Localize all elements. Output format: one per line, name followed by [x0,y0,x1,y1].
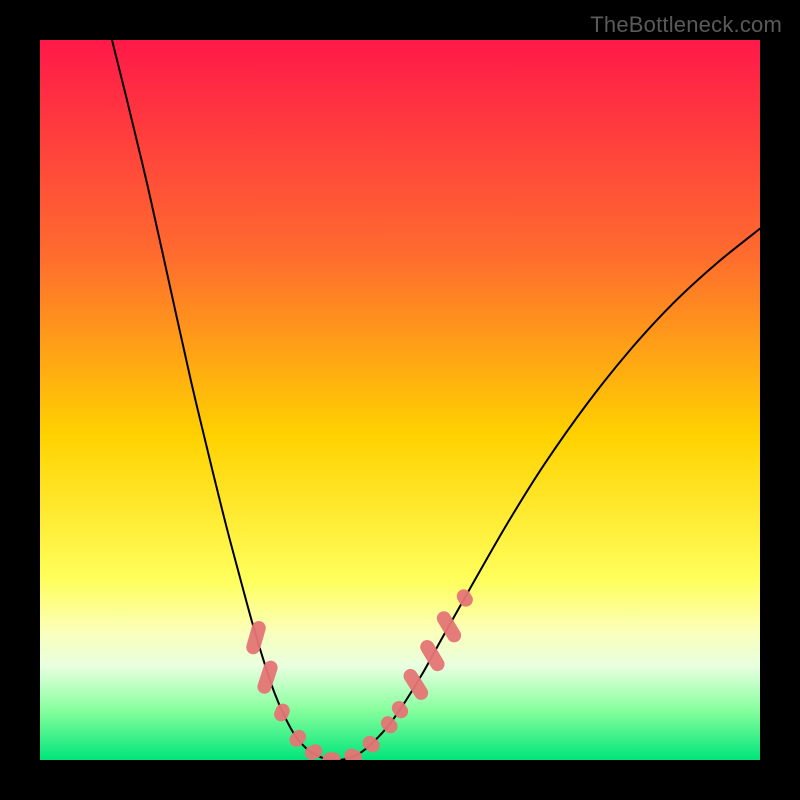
plot-area [40,40,760,760]
gradient-background [40,40,760,760]
watermark-text: TheBottleneck.com [590,12,782,38]
chart-frame: TheBottleneck.com [0,0,800,800]
plot-svg [40,40,760,760]
